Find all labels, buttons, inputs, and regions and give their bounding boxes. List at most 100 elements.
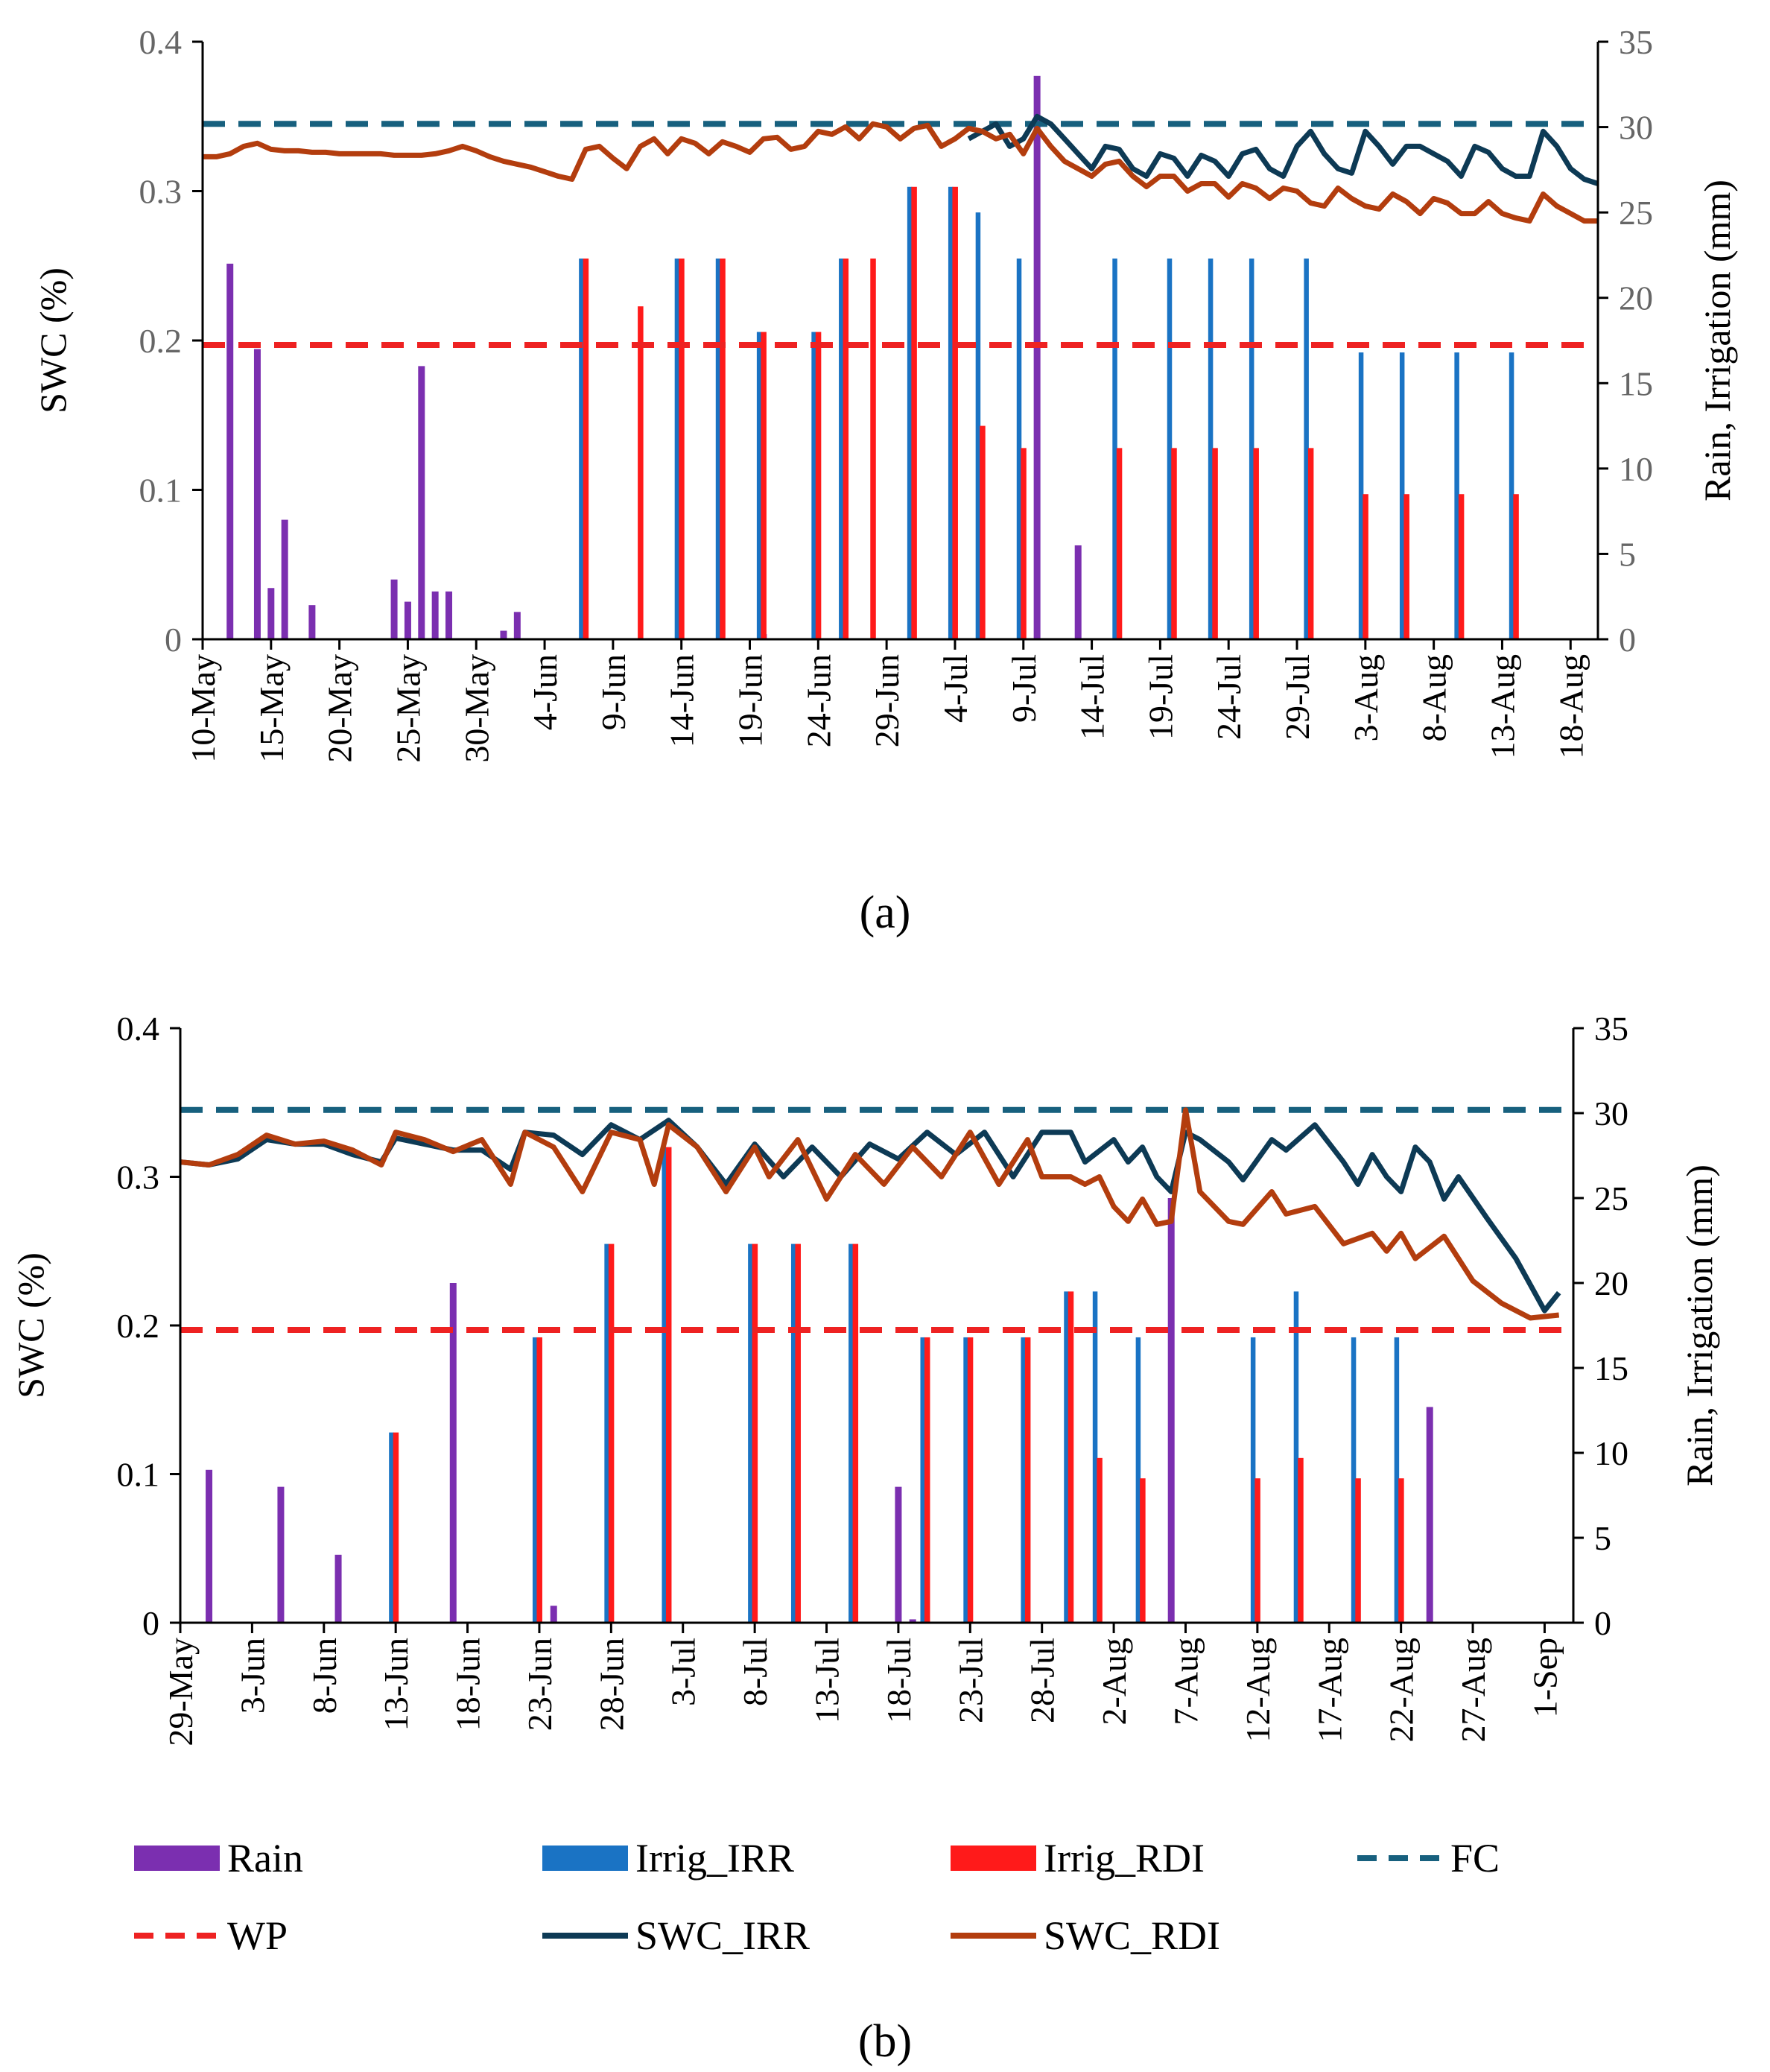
irrig-rdi-bar: [1403, 494, 1409, 639]
irrig-rdi-bar: [1307, 448, 1314, 639]
rain-bar: [277, 1486, 285, 1623]
irrig-irr-bar: [389, 1432, 394, 1623]
irrig-rdi-bar: [1398, 1478, 1404, 1623]
irrig-rdi-bar: [1355, 1478, 1361, 1623]
irrig-rdi-bar: [1458, 494, 1465, 639]
irrig-irr-bar: [1167, 259, 1173, 639]
legend-label-wp: WP: [227, 1913, 288, 1958]
irrig-irr-bar: [674, 259, 680, 639]
x-tick-label: 3-Aug: [1347, 654, 1385, 742]
rain-bar: [1074, 545, 1082, 639]
legend-item-rain: Rain: [134, 1836, 303, 1881]
irrig-irr-bar: [1399, 352, 1405, 639]
irrig-rdi-bar: [1140, 1478, 1146, 1623]
irrig-irr-bar: [1249, 259, 1254, 639]
y2-tick-label: 35: [1594, 1010, 1628, 1048]
legend-label-rain: Rain: [227, 1836, 303, 1881]
rain-bar: [404, 601, 411, 639]
x-tick-label: 18-Aug: [1552, 654, 1590, 759]
x-tick-label: 29-Jul: [1278, 654, 1316, 740]
x-tick-label: 13-Aug: [1483, 654, 1521, 759]
irrig-irr-bar: [1250, 1337, 1256, 1623]
irrig-irr-bar: [907, 186, 913, 639]
y2-tick-label: 20: [1594, 1264, 1628, 1302]
swc-irr-line: [967, 113, 1599, 186]
x-tick-label: 9-Jun: [594, 654, 632, 730]
irrig-rdi-bar: [967, 1337, 974, 1623]
irrig-irr-bar: [1351, 1337, 1357, 1623]
x-tick-label: 4-Jun: [526, 654, 564, 730]
irrig-irr-bar: [1304, 259, 1309, 639]
irrig-rdi-bar: [1212, 448, 1218, 639]
y-tick-label: 0.2: [117, 1307, 160, 1345]
y2-tick-label: 5: [1619, 535, 1636, 573]
legend-label-irr: Irrig_IRR: [635, 1836, 794, 1881]
irrig-rdi-bar: [1513, 494, 1519, 639]
irrig-irr-bar: [1394, 1337, 1400, 1623]
x-tick-label: 13-Jul: [808, 1638, 846, 1723]
irrig-irr-bar: [975, 212, 981, 640]
irrig-rdi-bar: [924, 1337, 930, 1623]
irrig-rdi-bar: [870, 259, 876, 639]
y2-axis-title: Rain, Irrigation (mm): [1678, 1165, 1720, 1486]
x-tick-label: 1-Sep: [1526, 1638, 1564, 1717]
panel-label: (a): [860, 887, 911, 938]
x-tick-label: 30-May: [457, 654, 495, 763]
irrig-rdi-bar: [1171, 448, 1177, 639]
irrig-rdi-bar: [761, 332, 767, 639]
irrig-irr-bar: [1293, 1291, 1299, 1623]
swc-rdi-line: [180, 1107, 1560, 1321]
rain-bar: [1033, 75, 1041, 640]
legend-swatch-rain: [134, 1846, 220, 1871]
x-tick-label: 28-Jul: [1024, 1638, 1062, 1723]
irrig-rdi-bar: [1021, 448, 1027, 639]
y2-tick-label: 15: [1619, 364, 1653, 402]
rain-bar: [390, 579, 398, 639]
irrig-irr-bar: [1112, 259, 1117, 639]
irrig-rdi-bar: [679, 259, 685, 639]
rain-bar: [267, 588, 275, 639]
irrig-irr-bar: [1016, 259, 1022, 639]
y2-tick-label: 30: [1619, 109, 1653, 147]
rain-bar: [513, 612, 521, 639]
x-tick-label: 29-Jun: [868, 654, 906, 747]
legend-label-swc-irr: SWC_IRR: [635, 1913, 810, 1958]
irrig-irr-bar: [579, 259, 584, 639]
irrig-irr-bar: [790, 1243, 796, 1623]
x-tick-label: 14-Jul: [1073, 654, 1111, 740]
legend-swatch-irr: [542, 1846, 628, 1871]
y2-tick-label: 10: [1619, 450, 1653, 488]
irrig-rdi-bar: [638, 306, 644, 639]
irrig-rdi-bar: [795, 1243, 801, 1623]
legend-item-rdi: Irrig_RDI: [951, 1836, 1205, 1881]
irrig-irr-bar: [715, 259, 721, 639]
x-tick-label: 27-Aug: [1454, 1638, 1492, 1743]
irrig-rdi-bar: [1024, 1337, 1031, 1623]
irrig-rdi-bar: [608, 1243, 615, 1623]
legend-item-fc: FC: [1357, 1836, 1500, 1881]
irrig-irr-bar: [1135, 1337, 1141, 1623]
irrig-irr-bar: [662, 1147, 667, 1623]
irrig-irr-bar: [532, 1337, 538, 1623]
legend-item-wp: WP: [134, 1913, 288, 1958]
x-tick-label: 8-Jul: [736, 1638, 774, 1706]
rain-bar: [1167, 1198, 1175, 1623]
irrig-irr-bar: [1509, 352, 1514, 639]
legend-label-rdi: Irrig_RDI: [1044, 1836, 1205, 1881]
y-tick-label: 0.1: [139, 472, 183, 510]
y2-tick-label: 0: [1594, 1604, 1611, 1642]
irrig-rdi-bar: [1116, 448, 1123, 639]
irrig-rdi-bar: [843, 259, 849, 639]
x-tick-label: 3-Jul: [664, 1638, 702, 1706]
x-tick-label: 3-Jun: [233, 1638, 271, 1714]
irrig-rdi-bar: [952, 186, 958, 639]
rain-bar: [500, 630, 507, 639]
irrig-rdi-bar: [1068, 1291, 1074, 1623]
y2-tick-label: 25: [1619, 194, 1653, 232]
rain-bar: [909, 1619, 916, 1623]
x-tick-label: 24-Jul: [1210, 654, 1248, 740]
x-tick-label: 17-Aug: [1310, 1638, 1348, 1743]
irrig-irr-bar: [848, 1243, 854, 1623]
rain-bar: [431, 591, 439, 639]
x-tick-label: 8-Jun: [305, 1638, 343, 1714]
